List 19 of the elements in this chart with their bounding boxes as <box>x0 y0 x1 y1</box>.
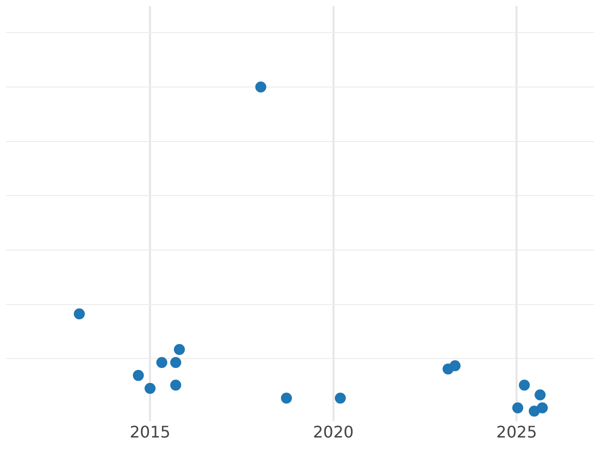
point <box>170 380 182 391</box>
point <box>528 406 540 417</box>
point <box>518 380 530 391</box>
point <box>170 356 182 368</box>
x-tick-label: 2020 <box>313 422 354 442</box>
point <box>255 82 266 93</box>
point <box>512 402 524 414</box>
point <box>280 392 292 404</box>
point <box>334 392 346 404</box>
point <box>536 402 548 414</box>
point <box>132 370 144 381</box>
point <box>74 308 85 320</box>
point <box>174 344 185 356</box>
point <box>450 360 461 372</box>
x-tick-label: 2025 <box>496 422 538 442</box>
point <box>156 356 168 368</box>
x-tick-label: 2015 <box>130 422 170 442</box>
point <box>534 389 546 400</box>
point <box>144 382 156 394</box>
